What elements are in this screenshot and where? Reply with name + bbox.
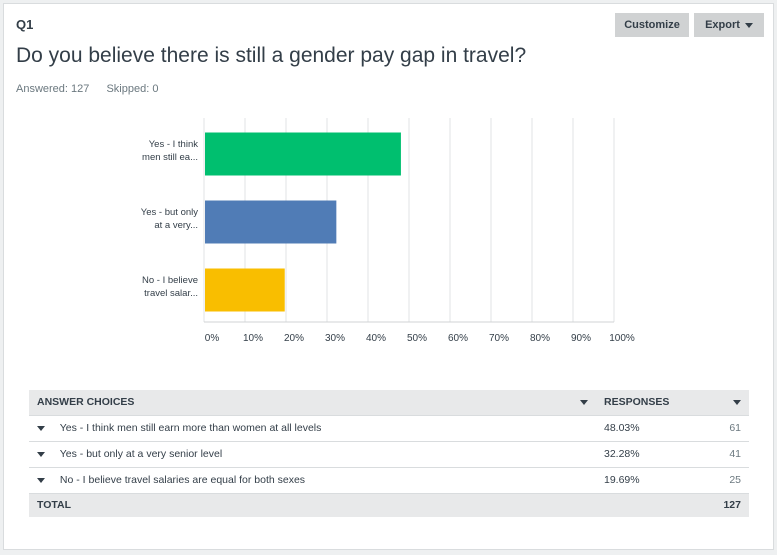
export-button[interactable]: Export xyxy=(694,13,764,37)
export-label: Export xyxy=(705,19,740,31)
table-row: Yes - I think men still earn more than w… xyxy=(29,415,749,442)
bar[interactable] xyxy=(205,268,285,312)
x-tick-label: 10% xyxy=(243,333,263,344)
table-row: Yes - but only at a very senior level 32… xyxy=(29,441,749,468)
x-tick-label: 0% xyxy=(205,333,220,344)
responses-header-label: RESPONSES xyxy=(604,396,670,409)
customize-button[interactable]: Customize xyxy=(615,13,689,37)
bar[interactable] xyxy=(205,200,337,244)
x-tick-label: 40% xyxy=(366,333,386,344)
chevron-down-icon xyxy=(744,22,753,28)
answer-choice-text: Yes - but only at a very senior level xyxy=(59,448,223,460)
response-percent: 48.03% xyxy=(596,415,706,442)
total-label: TOTAL xyxy=(29,493,596,517)
answer-choice-text: Yes - I think men still earn more than w… xyxy=(59,422,322,434)
bar[interactable] xyxy=(205,132,401,176)
question-number: Q1 xyxy=(16,17,34,32)
expand-row-icon[interactable] xyxy=(37,451,45,457)
x-tick-label: 30% xyxy=(325,333,345,344)
table-header-row: ANSWER CHOICES RESPONSES xyxy=(29,390,749,416)
category-label: at a very... xyxy=(154,220,198,231)
responses-header[interactable]: RESPONSES xyxy=(596,390,749,416)
answer-choices-header[interactable]: ANSWER CHOICES xyxy=(29,390,596,416)
x-tick-label: 50% xyxy=(407,333,427,344)
responses-table: ANSWER CHOICES RESPONSES Yes - I think m… xyxy=(29,390,749,517)
customize-label: Customize xyxy=(624,19,680,31)
category-label: men still ea... xyxy=(142,152,198,163)
bar-chart: 0% 10% 20% 30% 40% 50% 60% 70% 80% 90% 100% Yes - I… xyxy=(141,118,635,344)
expand-row-icon[interactable] xyxy=(37,477,45,483)
question-title: Do you believe there is still a gender p… xyxy=(16,44,527,67)
question-card: Q1 Do you believe there is still a gende… xyxy=(3,3,774,550)
x-tick-label: 100% xyxy=(609,333,635,344)
total-count: 127 xyxy=(706,493,749,517)
x-tick-label: 80% xyxy=(530,333,550,344)
answered-count: Answered: 127 xyxy=(16,83,90,95)
response-count: 25 xyxy=(706,467,749,494)
x-tick-label: 70% xyxy=(489,333,509,344)
answer-choices-header-label: ANSWER CHOICES xyxy=(37,396,135,409)
answer-choice-text: No - I believe travel salaries are equal… xyxy=(59,474,306,486)
response-count: 61 xyxy=(706,415,749,442)
expand-row-icon[interactable] xyxy=(37,425,45,431)
response-count: 41 xyxy=(706,441,749,468)
category-label: Yes - but only xyxy=(141,207,198,218)
x-tick-label: 20% xyxy=(284,333,304,344)
response-percent: 32.28% xyxy=(596,441,706,468)
skipped-count: Skipped: 0 xyxy=(106,83,159,95)
sort-chevron-icon[interactable] xyxy=(580,399,588,405)
table-row: No - I believe travel salaries are equal… xyxy=(29,467,749,494)
response-summary: Answered: 127 Skipped: 0 xyxy=(16,83,172,95)
sort-chevron-icon[interactable] xyxy=(733,399,741,405)
total-row: TOTAL 127 xyxy=(29,493,749,517)
category-label: Yes - I think xyxy=(149,139,199,150)
x-tick-label: 60% xyxy=(448,333,468,344)
category-label: travel salar... xyxy=(144,288,198,299)
category-label: No - I believe xyxy=(142,275,198,286)
x-tick-label: 90% xyxy=(571,333,591,344)
response-percent: 19.69% xyxy=(596,467,706,494)
